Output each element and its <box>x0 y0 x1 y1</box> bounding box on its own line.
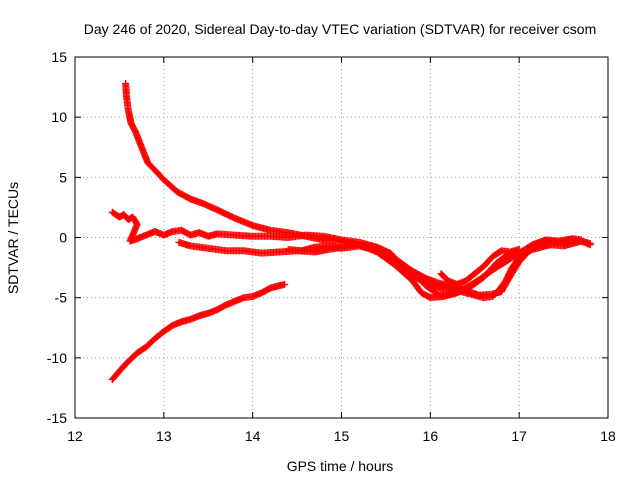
axis-ticks: 12 13 14 15 16 17 18 -15 -10 -5 0 5 10 15 <box>47 49 616 444</box>
x-tick-label: 16 <box>423 428 439 444</box>
series-arc-d <box>284 241 554 302</box>
x-tick-label: 18 <box>600 428 616 444</box>
x-tick-label: 15 <box>334 428 350 444</box>
data-point <box>281 280 289 288</box>
data-point <box>586 241 594 249</box>
y-tick-label: 10 <box>51 109 67 125</box>
x-tick-label: 13 <box>156 428 172 444</box>
plot-area <box>108 79 594 383</box>
series-arc-a <box>122 79 594 302</box>
x-tick-label: 14 <box>245 428 261 444</box>
y-tick-label: 0 <box>59 230 67 246</box>
chart-title: Day 246 of 2020, Sidereal Day-to-day VTE… <box>84 21 597 37</box>
data-point <box>577 236 585 244</box>
y-tick-label: -5 <box>55 290 68 306</box>
y-tick-label: -15 <box>47 410 67 426</box>
series-arc-e <box>108 280 289 383</box>
y-tick-label: 5 <box>59 169 67 185</box>
plot-frame <box>74 56 609 419</box>
x-tick-label: 17 <box>511 428 527 444</box>
x-axis-label: GPS time / hours <box>287 458 394 474</box>
x-tick-label: 12 <box>67 428 83 444</box>
data-point <box>546 241 554 249</box>
data-point <box>515 246 523 254</box>
series-arc-f <box>437 246 523 288</box>
y-tick-label: -10 <box>47 350 67 366</box>
y-axis-label: SDTVAR / TECUs <box>5 182 21 294</box>
y-tick-label: 15 <box>51 49 67 65</box>
series-arc-c <box>175 235 585 299</box>
